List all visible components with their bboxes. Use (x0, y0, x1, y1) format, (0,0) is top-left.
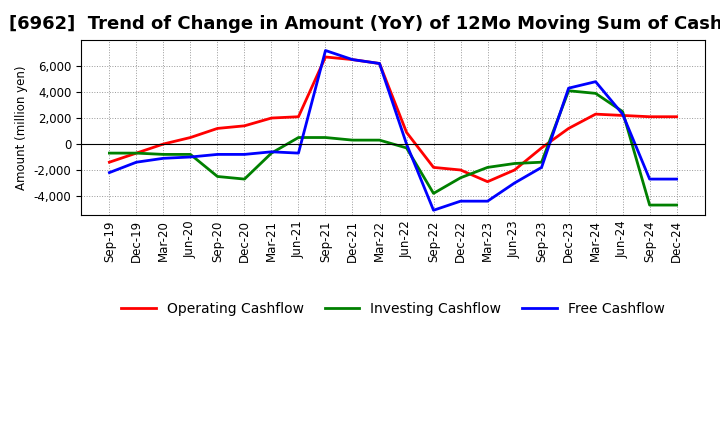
Free Cashflow (321, 48, 330, 53)
Free Cashflow (402, 141, 411, 147)
Free Cashflow (105, 170, 114, 175)
Free Cashflow (132, 160, 140, 165)
Free Cashflow (294, 150, 303, 156)
Free Cashflow (456, 198, 465, 204)
Free Cashflow (672, 176, 681, 182)
Operating Cashflow (645, 114, 654, 119)
Free Cashflow (429, 208, 438, 213)
Y-axis label: Amount (million yen): Amount (million yen) (15, 66, 28, 190)
Operating Cashflow (105, 160, 114, 165)
Operating Cashflow (267, 115, 276, 121)
Investing Cashflow (186, 152, 194, 157)
Investing Cashflow (402, 145, 411, 150)
Operating Cashflow (294, 114, 303, 119)
Free Cashflow (645, 176, 654, 182)
Investing Cashflow (429, 191, 438, 196)
Investing Cashflow (267, 150, 276, 156)
Free Cashflow (537, 165, 546, 170)
Legend: Operating Cashflow, Investing Cashflow, Free Cashflow: Operating Cashflow, Investing Cashflow, … (115, 296, 670, 321)
Operating Cashflow (132, 150, 140, 156)
Operating Cashflow (537, 145, 546, 150)
Operating Cashflow (213, 126, 222, 131)
Line: Investing Cashflow: Investing Cashflow (109, 91, 677, 205)
Operating Cashflow (375, 61, 384, 66)
Operating Cashflow (672, 114, 681, 119)
Investing Cashflow (510, 161, 519, 166)
Investing Cashflow (618, 109, 627, 114)
Investing Cashflow (159, 152, 168, 157)
Operating Cashflow (321, 55, 330, 60)
Investing Cashflow (672, 202, 681, 208)
Free Cashflow (240, 152, 249, 157)
Operating Cashflow (429, 165, 438, 170)
Operating Cashflow (591, 111, 600, 117)
Operating Cashflow (402, 130, 411, 135)
Investing Cashflow (105, 150, 114, 156)
Operating Cashflow (618, 113, 627, 118)
Operating Cashflow (159, 141, 168, 147)
Free Cashflow (213, 152, 222, 157)
Investing Cashflow (213, 174, 222, 179)
Free Cashflow (159, 156, 168, 161)
Investing Cashflow (456, 175, 465, 180)
Investing Cashflow (294, 135, 303, 140)
Operating Cashflow (510, 167, 519, 172)
Operating Cashflow (456, 167, 465, 172)
Investing Cashflow (375, 137, 384, 143)
Free Cashflow (375, 61, 384, 66)
Investing Cashflow (483, 165, 492, 170)
Free Cashflow (618, 111, 627, 117)
Free Cashflow (564, 85, 573, 91)
Investing Cashflow (591, 91, 600, 96)
Operating Cashflow (186, 135, 194, 140)
Operating Cashflow (240, 123, 249, 128)
Investing Cashflow (564, 88, 573, 93)
Investing Cashflow (132, 150, 140, 156)
Line: Operating Cashflow: Operating Cashflow (109, 57, 677, 182)
Free Cashflow (591, 79, 600, 84)
Free Cashflow (267, 149, 276, 154)
Investing Cashflow (645, 202, 654, 208)
Free Cashflow (348, 57, 357, 62)
Investing Cashflow (537, 160, 546, 165)
Investing Cashflow (321, 135, 330, 140)
Operating Cashflow (564, 126, 573, 131)
Operating Cashflow (348, 57, 357, 62)
Investing Cashflow (240, 176, 249, 182)
Operating Cashflow (483, 179, 492, 184)
Title: [6962]  Trend of Change in Amount (YoY) of 12Mo Moving Sum of Cashflows: [6962] Trend of Change in Amount (YoY) o… (9, 15, 720, 33)
Investing Cashflow (348, 137, 357, 143)
Line: Free Cashflow: Free Cashflow (109, 51, 677, 210)
Free Cashflow (186, 154, 194, 160)
Free Cashflow (483, 198, 492, 204)
Free Cashflow (510, 180, 519, 186)
